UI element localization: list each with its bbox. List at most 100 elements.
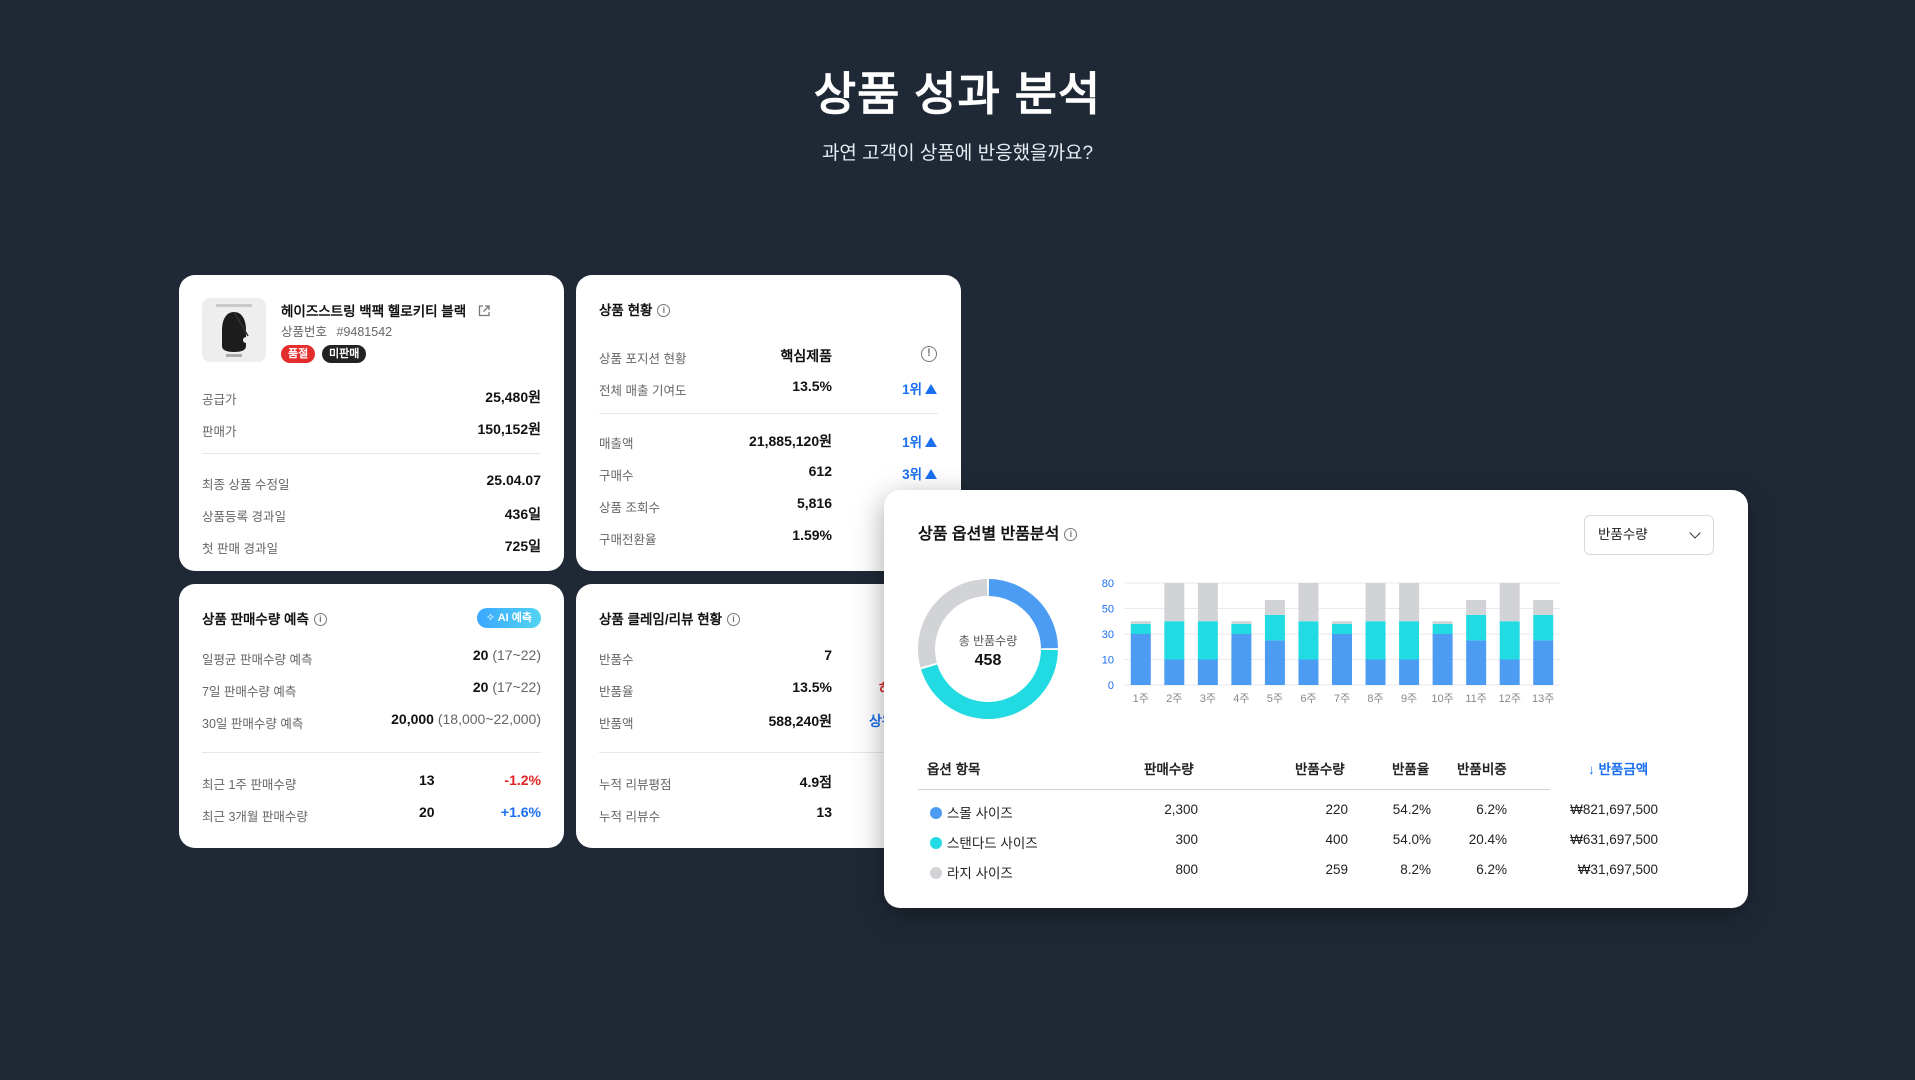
bar-segment[interactable]	[1365, 659, 1386, 686]
info-icon[interactable]: i	[1064, 528, 1078, 542]
divider	[599, 752, 938, 753]
donut-chart: 총 반품수량 458	[918, 579, 1058, 719]
bar-segment[interactable]	[1164, 659, 1185, 686]
bar-segment[interactable]	[1432, 623, 1453, 634]
view-count: 5,816	[796, 495, 832, 511]
x-tick-label: 4주	[1233, 693, 1249, 705]
conversion-rate: 1.59%	[792, 527, 832, 543]
amount-cell: ₩821,697,500	[1570, 802, 1658, 817]
x-tick-label: 9주	[1401, 693, 1417, 705]
table-row[interactable]: 스탠다드 사이즈	[930, 832, 1038, 852]
row-label: 구매수	[599, 469, 634, 483]
bar-segment[interactable]	[1332, 623, 1352, 634]
info-icon[interactable]: i	[657, 304, 671, 318]
bar-segment[interactable]	[1533, 600, 1554, 615]
bar-segment[interactable]	[1399, 621, 1420, 660]
alert-icon[interactable]: !	[921, 346, 937, 362]
bar-segment[interactable]	[1499, 659, 1520, 686]
bar-segment[interactable]	[1432, 621, 1453, 624]
share-cell: 20.4%	[1468, 832, 1507, 847]
purchase-count: 612	[808, 463, 832, 479]
donut-total: 458	[975, 652, 1002, 669]
bar-segment[interactable]	[1264, 614, 1285, 641]
donut-slice[interactable]	[921, 649, 1058, 719]
bar-segment[interactable]	[1164, 621, 1185, 660]
bar-segment[interactable]	[1332, 634, 1352, 685]
bar-segment[interactable]	[1130, 623, 1151, 634]
y-tick-label: 80	[1102, 578, 1114, 590]
bar-segment[interactable]	[1264, 640, 1285, 685]
bar-segment[interactable]	[1197, 583, 1218, 622]
table-row[interactable]: 스몰 사이즈	[930, 802, 1013, 822]
header-label: 반품금액	[1598, 762, 1649, 777]
bar-segment[interactable]	[1130, 634, 1151, 685]
bar-segment[interactable]	[1264, 600, 1285, 615]
table-divider	[918, 789, 1550, 790]
x-tick-label: 8주	[1367, 693, 1383, 705]
bar-segment[interactable]	[1231, 623, 1252, 634]
bar-segment[interactable]	[1298, 583, 1319, 622]
bar-segment[interactable]	[1231, 621, 1252, 624]
option-name: 스몰 사이즈	[947, 806, 1013, 821]
legend-dot	[930, 867, 942, 879]
bar-segment[interactable]	[1332, 621, 1352, 624]
info-icon[interactable]: i	[313, 613, 327, 627]
rate-cell: 8.2%	[1400, 862, 1431, 877]
x-tick-label: 2주	[1166, 693, 1182, 705]
bar-segment[interactable]	[1432, 634, 1453, 685]
x-tick-label: 3주	[1200, 693, 1216, 705]
row-label: 반품율	[599, 685, 634, 699]
forecast-value: 20,000 (18,000~22,000)	[391, 711, 541, 727]
x-tick-label: 5주	[1267, 693, 1283, 705]
external-link-icon[interactable]	[477, 304, 491, 318]
row-label: 첫 판매 경과일	[202, 542, 278, 556]
review-count: 13	[816, 804, 832, 820]
bar-segment[interactable]	[1130, 621, 1151, 624]
forecast-number: 20	[472, 647, 489, 663]
bar-segment[interactable]	[1466, 600, 1487, 615]
chevron-down-icon	[1689, 527, 1701, 539]
bar-segment[interactable]	[1197, 621, 1218, 660]
rank-text: 1위	[902, 435, 922, 450]
sparkle-icon: ✧	[485, 612, 498, 624]
review-score: 4.9점	[799, 774, 832, 790]
up-triangle-icon	[925, 384, 937, 394]
amount-cell: ₩31,697,500	[1577, 862, 1658, 877]
table-row[interactable]: 라지 사이즈	[930, 862, 1013, 882]
row-label: 공급가	[202, 393, 237, 407]
info-icon[interactable]: i	[727, 613, 741, 627]
bar-segment[interactable]	[1298, 659, 1319, 686]
recent-3month-sales: 20	[419, 804, 435, 820]
days-since-registration: 436일	[504, 506, 541, 522]
x-tick-label: 11주	[1465, 693, 1487, 705]
bar-segment[interactable]	[1466, 640, 1487, 685]
not-on-sale-badge: 미판매	[322, 345, 367, 363]
bar-segment[interactable]	[1499, 621, 1520, 660]
bar-segment[interactable]	[1164, 583, 1185, 622]
col-header-return-share: 반품비중	[1457, 762, 1507, 777]
ai-forecast-button[interactable]: ✧ AI 예측	[476, 608, 541, 628]
bar-segment[interactable]	[1365, 621, 1386, 660]
bar-segment[interactable]	[1197, 659, 1218, 686]
option-name: 스탠다드 사이즈	[947, 836, 1038, 851]
return-count: 7	[824, 647, 832, 663]
col-header-return-amount[interactable]: ↓ 반품금액	[1588, 758, 1648, 778]
legend-dot	[930, 837, 942, 849]
donut-slice[interactable]	[988, 579, 1058, 649]
donut-slice[interactable]	[918, 579, 988, 668]
bar-segment[interactable]	[1298, 621, 1319, 660]
bar-segment[interactable]	[1466, 614, 1487, 641]
card-title: 상품 판매수량 예측	[202, 612, 309, 627]
bar-segment[interactable]	[1533, 640, 1554, 685]
product-thumbnail[interactable]	[202, 298, 266, 362]
bar-segment[interactable]	[1499, 583, 1520, 622]
hero-section: 상품 성과 분석 과연 고객이 상품에 반응했을까요?	[0, 62, 1915, 165]
bar-segment[interactable]	[1399, 583, 1420, 622]
page-title: 상품 성과 분석	[813, 68, 1102, 120]
bar-segment[interactable]	[1533, 614, 1554, 641]
bar-segment[interactable]	[1231, 634, 1252, 685]
rank-indicator: 1위	[902, 431, 937, 452]
bar-segment[interactable]	[1399, 659, 1420, 686]
metric-dropdown[interactable]: 반품수량	[1584, 515, 1714, 555]
bar-segment[interactable]	[1365, 583, 1386, 622]
